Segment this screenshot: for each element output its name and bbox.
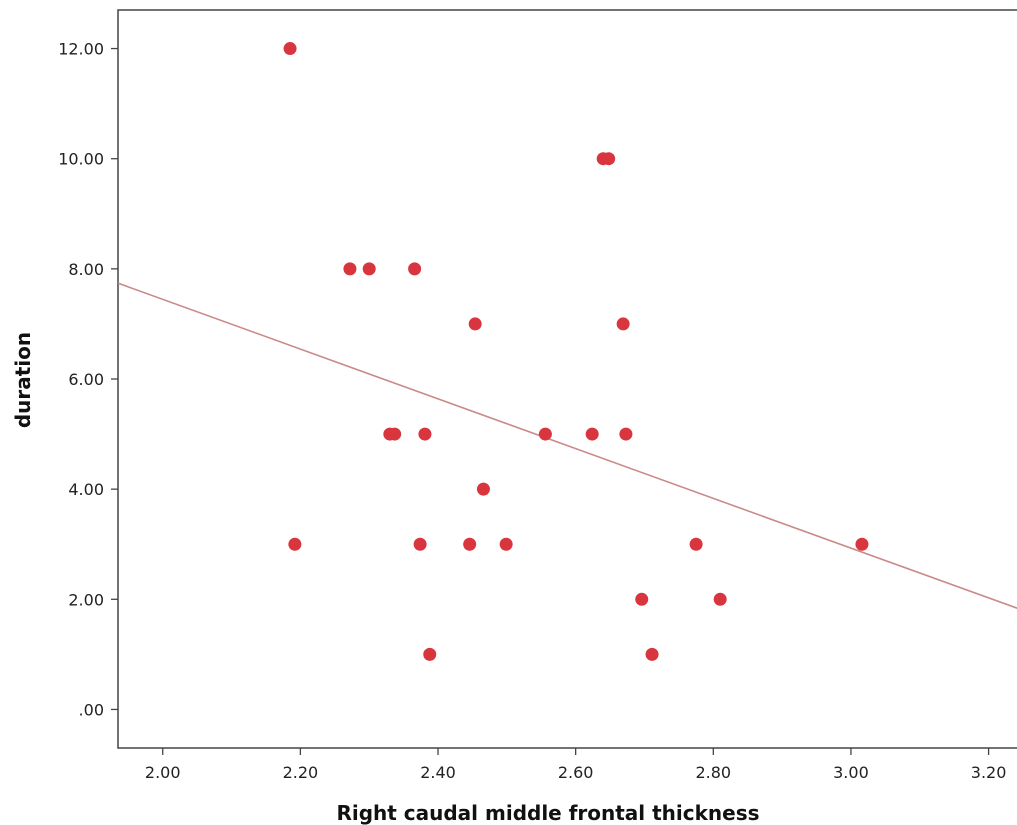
scatter-point — [283, 42, 297, 56]
x-tick-label: 3.00 — [833, 763, 869, 782]
plot-frame — [117, 9, 1017, 749]
scatter-point — [635, 592, 649, 606]
scatter-point — [855, 537, 869, 551]
y-tick-label: 4.00 — [68, 480, 104, 499]
scatter-point — [645, 647, 659, 661]
scatter-point — [476, 482, 490, 496]
scatter-point — [538, 427, 552, 441]
y-tick-label: 12.00 — [58, 40, 104, 59]
x-tick-label: 2.20 — [283, 763, 319, 782]
scatter-point — [408, 262, 422, 276]
scatter-point — [499, 537, 513, 551]
y-tick-label: 8.00 — [68, 260, 104, 279]
scatter-point — [602, 152, 616, 166]
scatter-point — [423, 647, 437, 661]
x-tick-label: 3.20 — [971, 763, 1007, 782]
scatter-point — [689, 537, 703, 551]
scatter-point — [463, 537, 477, 551]
x-axis-title: Right caudal middle frontal thickness — [336, 801, 759, 825]
x-tick-label: 2.80 — [695, 763, 731, 782]
y-tick-label: .00 — [79, 700, 104, 719]
scatter-point — [343, 262, 357, 276]
regression-fit-line — [117, 282, 1017, 609]
scatter-point — [619, 427, 633, 441]
scatter-point — [713, 592, 727, 606]
data-points — [283, 42, 869, 661]
scatter-point — [585, 427, 599, 441]
scatter-point — [418, 427, 432, 441]
scatter-point — [388, 427, 402, 441]
y-axis-title: duration — [11, 332, 35, 428]
scatter-point — [616, 317, 630, 331]
y-tick-label: 2.00 — [68, 590, 104, 609]
scatter-point — [288, 537, 302, 551]
y-tick-label: 6.00 — [68, 370, 104, 389]
scatter-point — [413, 537, 427, 551]
x-tick-label: 2.00 — [145, 763, 181, 782]
x-axis-ticks: 2.00 2.20 2.40 2.60 2.80 3.00 3.20 — [145, 748, 1006, 782]
y-tick-label: 10.00 — [58, 150, 104, 169]
x-tick-label: 2.40 — [420, 763, 456, 782]
scatter-point — [362, 262, 376, 276]
x-tick-label: 2.60 — [558, 763, 594, 782]
y-axis-ticks: .00 2.00 4.00 6.00 8.00 10.00 12.00 — [58, 40, 118, 719]
scatter-point — [468, 317, 482, 331]
